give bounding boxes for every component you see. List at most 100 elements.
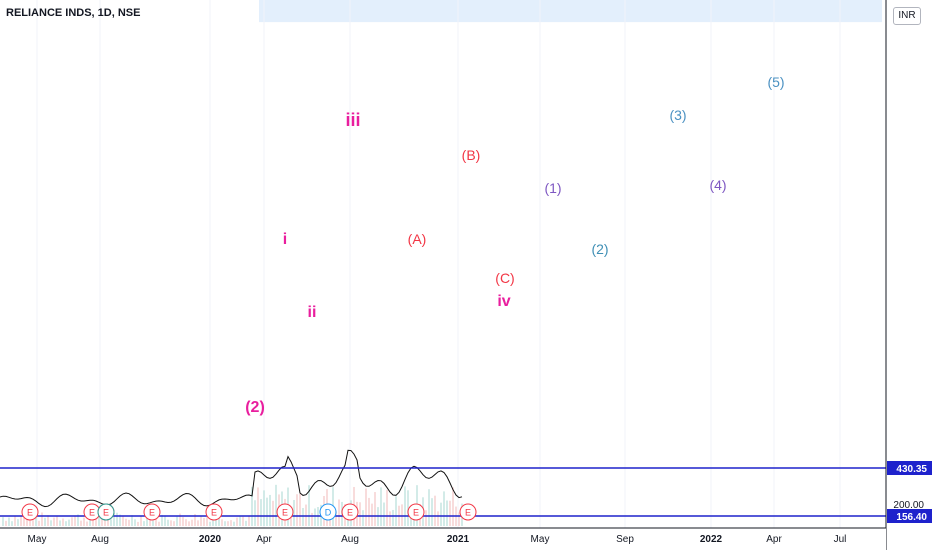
volume-bar — [383, 502, 385, 526]
wave-label: (C) — [495, 270, 514, 286]
event-marker-label: E — [211, 508, 217, 518]
event-marker[interactable] — [459, 503, 477, 521]
time-axis[interactable] — [0, 528, 886, 550]
volume-bar — [251, 486, 253, 526]
volume-bar — [314, 508, 316, 526]
volume-bar — [233, 521, 235, 526]
event-marker[interactable] — [97, 503, 115, 521]
volume-bar — [434, 495, 436, 526]
time-tick-label: Jul — [834, 534, 847, 545]
volume-bar — [131, 515, 133, 526]
fib-band — [259, 0, 882, 23]
volume-bar — [269, 494, 271, 526]
event-marker-label: E — [149, 508, 155, 518]
volume-bar — [173, 521, 175, 526]
price-marker-label: 156.40 — [896, 512, 927, 523]
event-marker[interactable] — [407, 503, 425, 521]
volume-bar — [113, 513, 115, 526]
price-axis[interactable] — [886, 0, 932, 550]
volume-bar — [458, 512, 460, 526]
volume-bar — [32, 520, 34, 526]
volume-bar — [302, 507, 304, 526]
volume-bar — [89, 515, 91, 526]
volume-bar — [428, 489, 430, 526]
volume-bar — [155, 513, 157, 526]
volume-bar — [200, 515, 202, 526]
volume-bar — [122, 516, 124, 526]
volume-bar — [431, 498, 433, 526]
volume-bar — [386, 489, 388, 526]
volume-bar — [266, 497, 268, 526]
volume-bar — [41, 512, 43, 526]
volume-bar — [365, 488, 367, 526]
volume-bar — [263, 490, 265, 526]
event-marker-label: E — [103, 508, 109, 518]
volume-bar — [248, 515, 250, 526]
volume-bar — [308, 485, 310, 526]
volume-bar — [224, 521, 226, 526]
event-marker[interactable] — [205, 503, 223, 521]
volume-bar — [389, 511, 391, 526]
volume-bar — [104, 519, 106, 526]
volume-bar — [86, 521, 88, 526]
volume-bar — [146, 517, 148, 526]
volume-bar — [152, 520, 154, 526]
volume-bar — [62, 518, 64, 526]
event-marker[interactable] — [341, 503, 359, 521]
event-marker-label: E — [89, 508, 95, 518]
volume-bar — [293, 499, 295, 526]
volume-bar — [260, 499, 262, 526]
wave-label: ii — [308, 304, 317, 321]
volume-bar — [299, 493, 301, 526]
volume-bar — [359, 502, 361, 526]
event-marker[interactable] — [319, 503, 337, 521]
event-marker[interactable] — [276, 503, 294, 521]
time-tick-label: Aug — [341, 534, 359, 545]
price-marker-box[interactable] — [887, 461, 932, 475]
volume-bar — [182, 517, 184, 526]
volume-bar — [446, 500, 448, 526]
volume-bar — [35, 512, 37, 526]
volume-bar — [404, 486, 406, 526]
volume-bar — [176, 516, 178, 526]
volume-bar — [437, 511, 439, 526]
volume-bar — [272, 500, 274, 526]
event-marker[interactable] — [143, 503, 161, 521]
time-tick-label: Sep — [616, 534, 634, 545]
volume-bar — [215, 518, 217, 526]
volume-bar — [236, 517, 238, 526]
volume-bar — [98, 517, 100, 526]
volume-bar — [38, 520, 40, 526]
wave-label: (3) — [669, 107, 686, 123]
volume-bar — [239, 516, 241, 526]
volume-bar — [77, 514, 79, 526]
volume-bar — [137, 521, 139, 526]
volume-bar — [107, 514, 109, 526]
currency-badge[interactable]: INR — [893, 7, 921, 25]
volume-bar — [116, 512, 118, 526]
volume-bar — [368, 497, 370, 526]
volume-bar — [2, 517, 4, 526]
volume-bar — [203, 517, 205, 526]
wave-label: iv — [497, 293, 510, 310]
event-marker-label: E — [413, 508, 419, 518]
volume-bar — [149, 516, 151, 526]
wave-label: iii — [345, 110, 360, 130]
volume-bar — [65, 521, 67, 526]
volume-bar — [158, 521, 160, 526]
wave-label: (4) — [709, 177, 726, 193]
wave-label: (5) — [767, 74, 784, 90]
price-marker-label: 430.35 — [896, 464, 927, 475]
time-tick-label: May — [28, 534, 47, 545]
volume-bar — [8, 517, 10, 526]
wave-label: i — [283, 231, 287, 248]
event-marker[interactable] — [21, 503, 39, 521]
volume-bar — [185, 519, 187, 526]
event-marker-label: E — [27, 508, 33, 518]
volume-bar — [449, 500, 451, 526]
price-marker-box[interactable] — [887, 509, 932, 523]
volume-bar — [230, 520, 232, 526]
volume-bar — [218, 514, 220, 526]
